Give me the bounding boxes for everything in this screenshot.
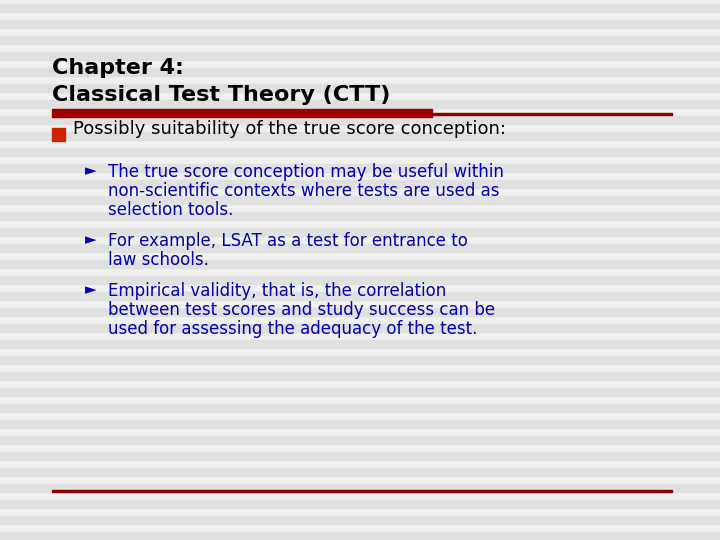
Bar	[0, 308, 720, 316]
Bar	[0, 532, 720, 540]
Bar	[0, 468, 720, 476]
Bar	[0, 420, 720, 428]
Bar	[0, 276, 720, 284]
Bar	[0, 260, 720, 268]
Bar	[0, 52, 720, 60]
Text: ►: ►	[85, 232, 96, 247]
Bar	[0, 244, 720, 252]
Text: The true score conception may be useful within: The true score conception may be useful …	[108, 163, 504, 181]
Bar	[52, 109, 432, 117]
Bar	[0, 340, 720, 348]
Bar	[0, 4, 720, 12]
Bar	[0, 116, 720, 124]
Bar	[0, 228, 720, 236]
Text: between test scores and study success can be: between test scores and study success ca…	[108, 301, 495, 319]
Bar	[0, 500, 720, 508]
Bar	[0, 404, 720, 412]
Bar	[0, 196, 720, 204]
Bar	[0, 100, 720, 108]
Text: ►: ►	[85, 282, 96, 297]
Bar	[0, 68, 720, 76]
Bar	[0, 484, 720, 492]
Bar	[0, 164, 720, 172]
Bar	[0, 84, 720, 92]
Bar	[0, 148, 720, 156]
Bar	[432, 113, 672, 115]
Bar	[0, 388, 720, 396]
Text: Empirical validity, that is, the correlation: Empirical validity, that is, the correla…	[108, 282, 446, 300]
Bar	[0, 516, 720, 524]
Text: Possibly suitability of the true score conception:: Possibly suitability of the true score c…	[73, 120, 506, 138]
Bar	[52, 490, 672, 492]
Bar	[0, 292, 720, 300]
Bar	[0, 132, 720, 140]
Text: For example, LSAT as a test for entrance to: For example, LSAT as a test for entrance…	[108, 232, 468, 250]
Text: Classical Test Theory (CTT): Classical Test Theory (CTT)	[52, 85, 390, 105]
Text: selection tools.: selection tools.	[108, 201, 233, 219]
Text: law schools.: law schools.	[108, 251, 209, 269]
Bar	[0, 324, 720, 332]
Bar	[0, 372, 720, 380]
Text: Chapter 4:: Chapter 4:	[52, 58, 184, 78]
Bar	[0, 20, 720, 28]
Bar	[0, 212, 720, 220]
Bar	[0, 436, 720, 444]
Bar	[0, 36, 720, 44]
Bar	[52, 128, 65, 141]
Text: non-scientific contexts where tests are used as: non-scientific contexts where tests are …	[108, 182, 500, 200]
Text: ►: ►	[85, 163, 96, 178]
Text: used for assessing the adequacy of the test.: used for assessing the adequacy of the t…	[108, 320, 477, 338]
Bar	[0, 180, 720, 188]
Bar	[0, 356, 720, 364]
Bar	[0, 452, 720, 460]
